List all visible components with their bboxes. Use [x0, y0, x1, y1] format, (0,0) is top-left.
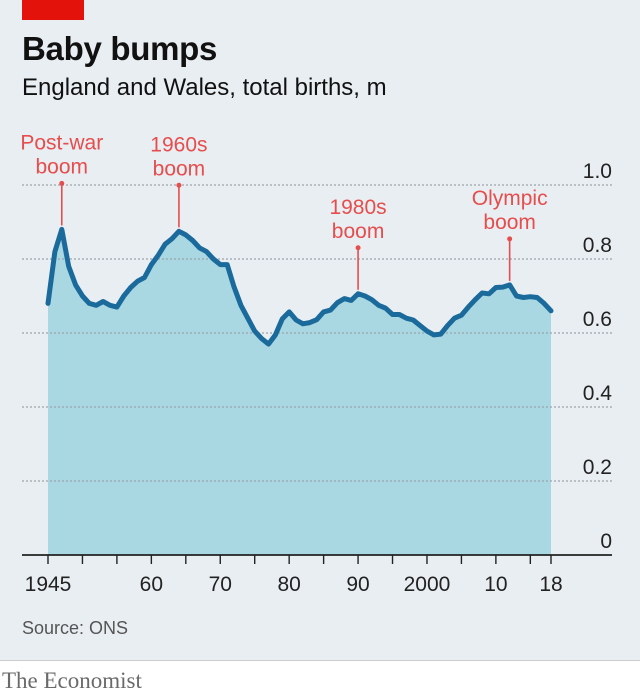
- chart-plot: 0 0.2 0.4 0.6 0.8 1.0 1945 60 70 80 90 2000 10 18 Post…: [20, 131, 613, 596]
- x-tick-label: 18: [539, 573, 562, 596]
- y-tick-label: 1.0: [583, 160, 612, 183]
- brand-tag: [22, 0, 84, 20]
- annotation-label: boom: [332, 220, 385, 243]
- x-tick-label: 1945: [25, 573, 72, 596]
- annotation-dot: [355, 245, 361, 251]
- x-tick-label: 2000: [404, 573, 451, 596]
- annotation-label: boom: [153, 157, 206, 180]
- x-tick-label: 10: [484, 573, 507, 596]
- series-line: [45, 226, 554, 347]
- x-tick-label: 70: [209, 573, 232, 596]
- footer-divider: [0, 660, 640, 661]
- y-tick-label: 0.2: [583, 456, 612, 479]
- annotation-label: boom: [483, 211, 536, 234]
- chart-subtitle: England and Wales, total births, m: [22, 74, 387, 101]
- annotation-label: Post-war: [20, 131, 103, 154]
- series-area: [48, 229, 551, 555]
- x-tick-label: 80: [277, 573, 300, 596]
- annotation-dot: [59, 180, 65, 186]
- x-tick-label: 60: [140, 573, 163, 596]
- brand-wordmark: The Economist: [2, 668, 142, 693]
- y-tick-label: 0: [600, 530, 612, 553]
- chart-card: Baby bumps England and Wales, total birt…: [0, 0, 640, 660]
- y-tick-label: 0.8: [583, 234, 612, 257]
- annotation-label: Olympic: [472, 187, 548, 210]
- x-tick-label: 90: [346, 573, 369, 596]
- annotation-label: 1980s: [329, 196, 386, 219]
- y-tick-label: 0.4: [583, 382, 613, 405]
- chart-title: Baby bumps: [22, 30, 218, 67]
- y-tick-label: 0.6: [583, 308, 612, 331]
- annotation-label: boom: [36, 155, 89, 178]
- annotation-dot: [507, 236, 513, 242]
- source-note: Source: ONS: [22, 618, 129, 638]
- annotation-label: 1960s: [150, 133, 207, 156]
- annotation-dot: [176, 182, 182, 188]
